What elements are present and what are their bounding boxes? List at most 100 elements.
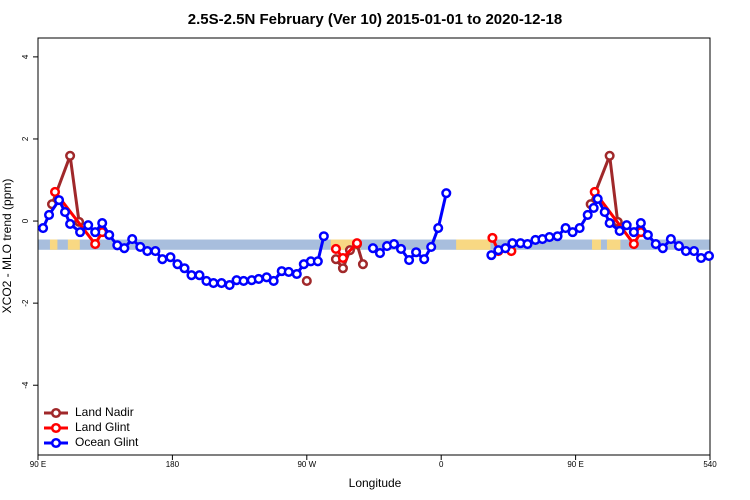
- point: [54, 195, 65, 206]
- y-tick-label: 0: [21, 218, 30, 223]
- band-highlight: [606, 239, 621, 250]
- point: [135, 241, 146, 252]
- x-tick-label: 90 W: [297, 460, 316, 469]
- x-tick-label: 0: [439, 460, 444, 469]
- x-tick-label: 90 E: [30, 460, 46, 469]
- point: [186, 270, 197, 281]
- point: [268, 275, 279, 287]
- point: [621, 220, 632, 231]
- band-highlight: [592, 239, 601, 250]
- y-tick-label: -4: [21, 381, 30, 389]
- point: [487, 232, 498, 243]
- point: [90, 238, 101, 250]
- point: [673, 241, 684, 252]
- point: [142, 245, 153, 257]
- legend-marker: [50, 437, 62, 449]
- point: [574, 222, 585, 234]
- point: [680, 245, 692, 257]
- point: [395, 243, 407, 255]
- point: [65, 218, 76, 229]
- point: [283, 266, 294, 277]
- point: [172, 259, 183, 270]
- point: [567, 227, 578, 238]
- point: [44, 209, 55, 220]
- y-tick-label: -2: [21, 299, 30, 307]
- x-tick-label: 90 E: [567, 460, 583, 469]
- point: [500, 243, 511, 254]
- legend-marker: [50, 407, 62, 419]
- point: [635, 218, 646, 229]
- y-tick-label: 2: [21, 136, 30, 141]
- point: [357, 259, 368, 270]
- point: [642, 229, 653, 241]
- band-highlight: [456, 239, 491, 250]
- plot-frame: [37, 37, 711, 456]
- point: [119, 243, 130, 254]
- point: [604, 150, 615, 161]
- point: [628, 227, 639, 238]
- point: [75, 227, 86, 238]
- point: [665, 234, 676, 245]
- point: [179, 263, 190, 274]
- chart-title: 2.5S-2.5N February (Ver 10) 2015-01-01 t…: [188, 11, 562, 28]
- point: [337, 263, 348, 274]
- point: [404, 254, 415, 266]
- point: [703, 250, 715, 261]
- point: [560, 222, 571, 234]
- x-tick-label: 540: [703, 460, 717, 469]
- point: [157, 254, 168, 265]
- point: [657, 243, 668, 254]
- band-highlight: [49, 239, 58, 250]
- y-tick-label: 4: [21, 54, 30, 59]
- point: [388, 238, 400, 250]
- series-line: [41, 192, 710, 287]
- point: [486, 250, 497, 261]
- point: [330, 243, 341, 255]
- point: [253, 273, 264, 284]
- point: [150, 245, 161, 257]
- point: [83, 220, 94, 231]
- x-axis-label: Longitude: [349, 476, 402, 490]
- point: [419, 254, 430, 265]
- legend-label: Ocean Glint: [75, 435, 139, 449]
- point: [582, 209, 593, 220]
- point: [433, 222, 444, 234]
- point: [628, 238, 639, 250]
- point: [337, 252, 348, 264]
- point: [291, 268, 302, 280]
- point: [38, 222, 49, 234]
- point: [49, 186, 61, 197]
- point: [688, 245, 700, 257]
- point: [238, 275, 249, 287]
- point: [507, 238, 518, 249]
- point: [544, 232, 555, 243]
- point: [599, 206, 610, 218]
- band-highlight: [67, 239, 80, 250]
- point: [426, 241, 437, 252]
- legend-label: Land Nadir: [75, 405, 134, 419]
- point: [367, 243, 379, 254]
- point: [104, 229, 115, 241]
- point: [318, 231, 329, 242]
- y-axis-label: XCO2 - MLO trend (ppm): [0, 179, 14, 314]
- x-tick-label: 180: [166, 460, 180, 469]
- point: [695, 252, 707, 264]
- point: [351, 238, 363, 249]
- point: [604, 218, 615, 229]
- point: [194, 270, 205, 281]
- point: [614, 225, 625, 236]
- point: [552, 231, 563, 242]
- point: [208, 277, 219, 289]
- legend-label: Land Glint: [75, 420, 130, 434]
- point: [59, 206, 71, 218]
- band-highlight: [330, 239, 361, 250]
- legend-marker: [50, 422, 62, 434]
- point: [411, 247, 422, 258]
- point: [301, 275, 312, 287]
- point: [224, 280, 235, 291]
- point: [650, 238, 661, 250]
- point: [90, 227, 101, 238]
- point: [165, 252, 176, 263]
- point: [216, 277, 227, 289]
